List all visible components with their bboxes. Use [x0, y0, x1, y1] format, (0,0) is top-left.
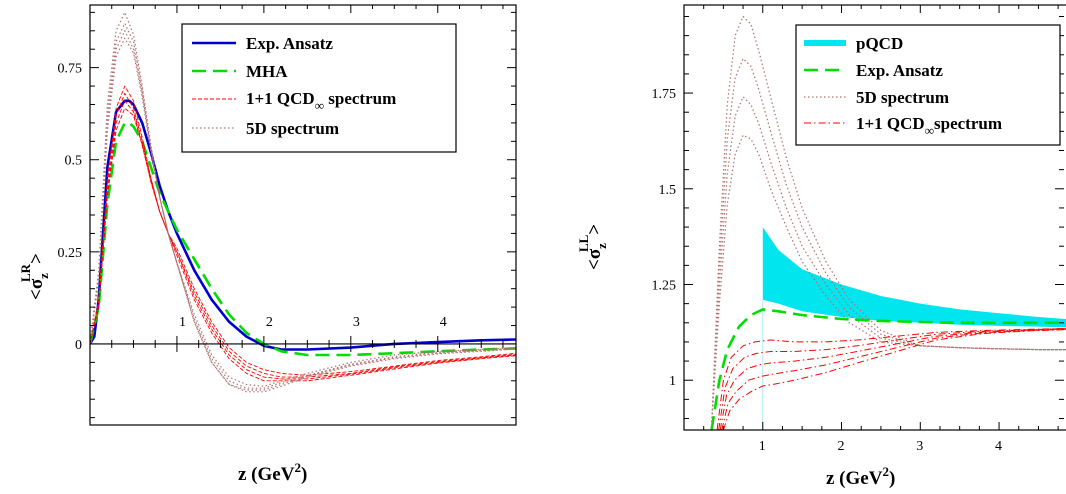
right-y-tick-label: 1.25	[652, 279, 677, 294]
left-x-tick-label: 1	[179, 315, 186, 330]
left-x-tick-label: 3	[353, 315, 360, 330]
left-ylabel-main: <σ	[26, 278, 47, 300]
right-y-tick-label: 1	[669, 374, 676, 389]
left-ylabel-sub: z	[36, 273, 51, 279]
right-ylabel-main: <σ	[584, 248, 605, 270]
right-plot-frame	[683, 4, 1066, 431]
right-x-tick-label: 3	[916, 439, 923, 454]
right-legend-qcd-main: 1+1 QCD	[856, 114, 925, 133]
chart-right-sigma-ll: 1 2 3 4 1 1.25 1.5 1.75 pQCD Exp. Ansatz 5D spe…	[576, 4, 1066, 489]
left-x-tick-label: 4	[440, 315, 447, 330]
right-series-5	[716, 328, 1066, 430]
right-series-layer	[710, 15, 1066, 430]
right-xlabel-close: )	[889, 468, 895, 489]
left-y-tick-label: 0.5	[65, 154, 83, 169]
right-ylabel-sub: z	[594, 243, 609, 249]
left-series-layer	[90, 11, 516, 393]
left-series-8	[90, 30, 516, 391]
right-legend-qcd-tail: spectrum	[934, 114, 1002, 133]
left-legend-label-5d: 5D spectrum	[246, 119, 339, 138]
left-series-4	[90, 100, 516, 380]
right-xlabel-sup: 2	[882, 464, 889, 479]
left-y-tick-label: 0.25	[58, 246, 83, 261]
right-series-0	[710, 308, 1066, 430]
right-legend-label-pqcd: pQCD	[856, 34, 903, 53]
left-series-2	[90, 85, 516, 376]
left-x-axis-label: z (GeV2)	[238, 460, 307, 485]
left-plot-frame	[89, 4, 517, 426]
right-series-7	[719, 328, 1066, 430]
left-legend-label-mha: MHA	[246, 62, 288, 81]
right-legend: pQCD Exp. Ansatz 5D spectrum 1+1 QCD∞spe…	[795, 24, 1061, 146]
right-y-tick-label: 1.75	[652, 87, 677, 102]
right-ylabel-sup: LL	[576, 234, 591, 252]
right-series-3	[711, 96, 1066, 427]
left-ylabel-close: >	[26, 253, 47, 264]
right-series-4	[711, 134, 1066, 427]
left-series-9	[90, 37, 516, 393]
chart-left-sigma-lr: 1 2 3 4 0 0.25 0.5 0.75 Exp. Ansatz MHA 1+1 QCD…	[18, 4, 517, 485]
left-legend: Exp. Ansatz MHA 1+1 QCD∞ spectrum 5D spe…	[181, 23, 457, 153]
right-y-tick-label: 1.5	[659, 183, 677, 198]
left-legend-qcd-sub: ∞	[315, 98, 324, 113]
left-xlabel-close: )	[301, 464, 307, 485]
left-series-3	[90, 92, 516, 378]
left-xlabel-main: z (GeV	[238, 464, 295, 485]
left-xlabel-sup: 2	[294, 460, 301, 475]
left-legend-qcd-main: 1+1 QCD	[246, 89, 315, 108]
right-ylabel-close: >	[584, 224, 605, 235]
right-x-tick-label: 4	[995, 439, 1002, 454]
right-x-tick-label: 1	[759, 439, 766, 454]
right-y-axis-label: <σzLL>	[576, 224, 609, 270]
left-x-tick-label: 2	[266, 315, 273, 330]
right-legend-label-5d: 5D spectrum	[856, 88, 949, 107]
right-legend-label-exp-ansatz: Exp. Ansatz	[856, 61, 943, 80]
right-x-axis-label: z (GeV2)	[826, 464, 895, 489]
right-xlabel-main: z (GeV	[826, 468, 883, 489]
left-y-axis-label: <σzLR>	[18, 253, 51, 300]
left-series-5	[90, 107, 516, 382]
right-band-pqcd	[762, 227, 1066, 328]
left-ylabel-sup: LR	[18, 263, 33, 282]
right-legend-label-qcd: 1+1 QCD∞spectrum	[856, 114, 1002, 138]
left-legend-label-qcd: 1+1 QCD∞ spectrum	[246, 89, 396, 113]
right-series-6	[718, 328, 1066, 430]
left-ticks: 1 2 3 4 0 0.25 0.5 0.75	[58, 5, 516, 419]
right-x-tick-label: 2	[838, 439, 845, 454]
left-legend-qcd-tail: spectrum	[324, 89, 396, 108]
left-legend-box	[181, 23, 457, 153]
right-legend-qcd-sub: ∞	[925, 123, 934, 138]
right-band-layer	[762, 227, 1066, 430]
left-series-1	[90, 121, 516, 357]
right-series-9	[722, 329, 1066, 430]
right-series-8	[721, 328, 1066, 430]
left-y-tick-label: 0.75	[58, 62, 83, 77]
left-y-tick-label: 0	[75, 338, 82, 353]
left-legend-label-exp-ansatz: Exp. Ansatz	[246, 34, 333, 53]
left-series-7	[90, 22, 516, 389]
